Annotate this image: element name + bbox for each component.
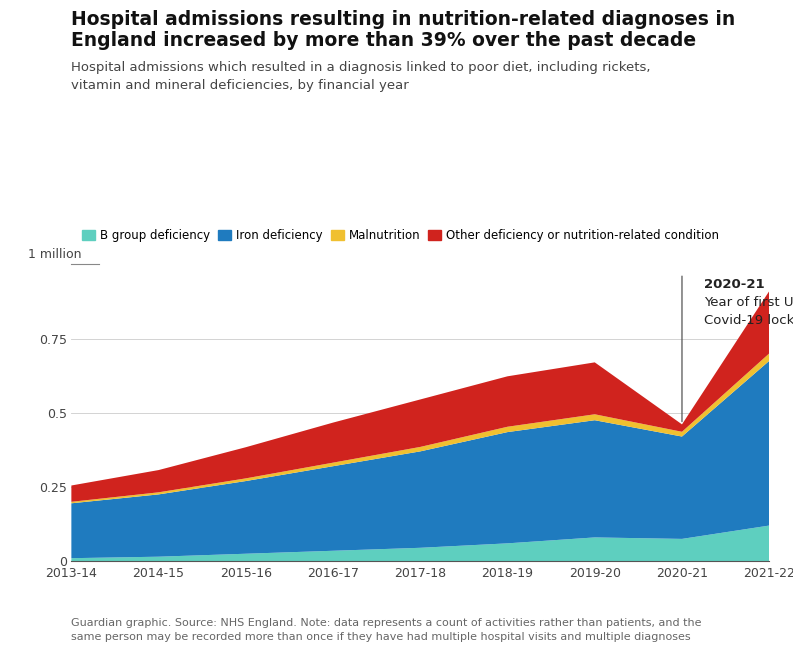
Text: Hospital admissions resulting in nutrition-related diagnoses in: Hospital admissions resulting in nutriti… xyxy=(71,10,736,28)
Text: England increased by more than 39% over the past decade: England increased by more than 39% over … xyxy=(71,31,696,50)
Text: Hospital admissions which resulted in a diagnosis linked to poor diet, including: Hospital admissions which resulted in a … xyxy=(71,61,651,92)
Text: 2020-21: 2020-21 xyxy=(703,278,764,291)
Text: Guardian graphic. Source: NHS England. Note: data represents a count of activiti: Guardian graphic. Source: NHS England. N… xyxy=(71,618,702,642)
Legend: B group deficiency, Iron deficiency, Malnutrition, Other deficiency or nutrition: B group deficiency, Iron deficiency, Mal… xyxy=(77,224,724,246)
Text: 1 million: 1 million xyxy=(28,248,81,261)
Text: Year of first UK
Covid-19 lockdown: Year of first UK Covid-19 lockdown xyxy=(703,295,793,326)
